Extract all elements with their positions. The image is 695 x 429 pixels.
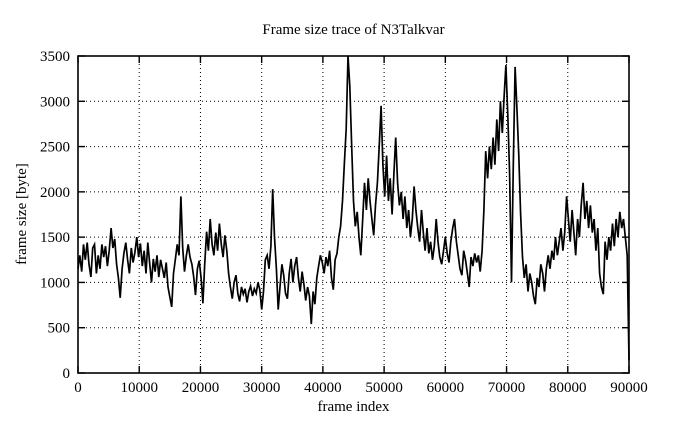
y-tick-label: 500 [48, 321, 71, 337]
x-tick-label: 80000 [549, 380, 587, 396]
x-tick-label: 10000 [120, 380, 158, 396]
x-tick-label: 0 [74, 380, 82, 396]
chart-title: Frame size trace of N3Talkvar [262, 22, 445, 38]
x-axis-label: frame index [317, 399, 390, 415]
x-tick-label: 30000 [243, 380, 281, 396]
x-tick-label: 60000 [427, 380, 465, 396]
y-tick-label: 0 [63, 366, 71, 382]
x-tick-label: 40000 [304, 380, 342, 396]
data-series-line [77, 55, 630, 361]
y-axis-label: frame size [byte] [14, 163, 30, 265]
x-tick-label: 50000 [365, 380, 403, 396]
y-tick-label: 3500 [40, 49, 70, 65]
y-tick-label: 3000 [40, 94, 70, 110]
x-tick-label: 70000 [488, 380, 526, 396]
y-tick-label: 1500 [40, 230, 70, 246]
y-tick-label: 2000 [40, 185, 70, 201]
y-tick-label: 1000 [40, 275, 70, 291]
plot-border [77, 55, 630, 374]
x-tick-label: 20000 [182, 380, 220, 396]
y-tick-label: 2500 [40, 140, 70, 156]
x-tick-label: 90000 [610, 380, 648, 396]
